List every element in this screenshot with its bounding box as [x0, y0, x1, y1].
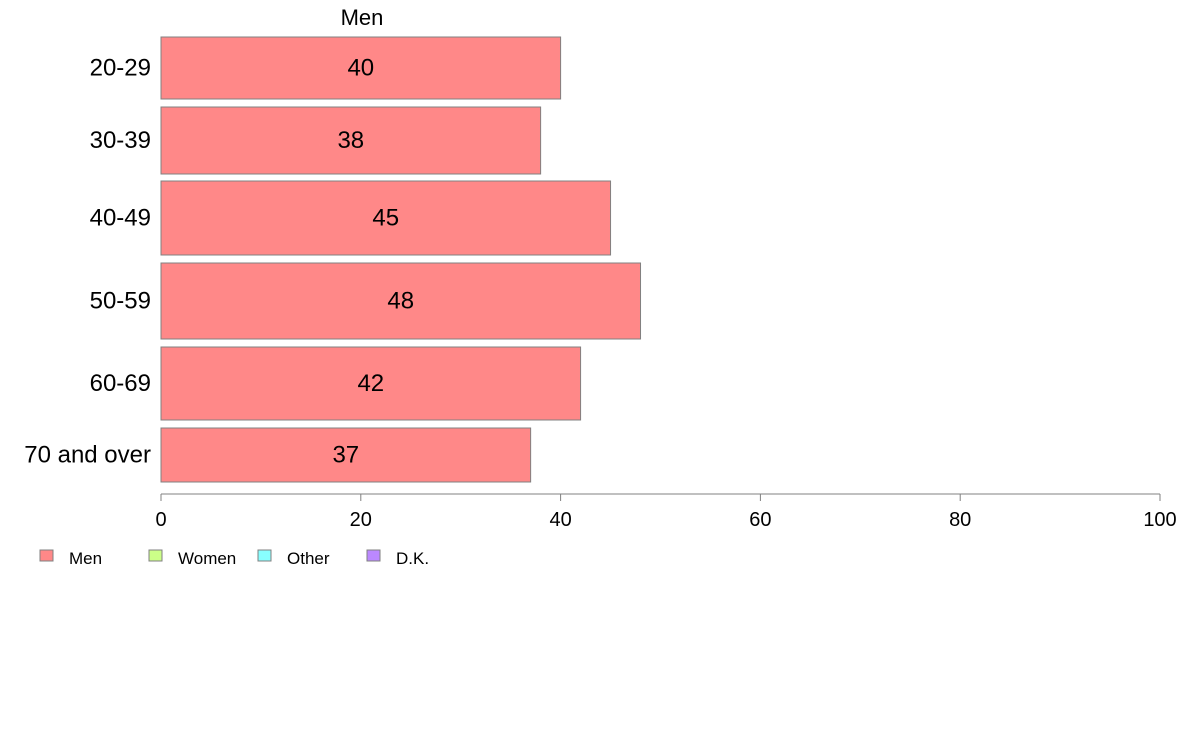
bars-layer: 40 38 45 48 42 37 [160, 36, 642, 483]
legend: Men Women Other D.K. [39, 549, 429, 568]
category-label: 50-59 [90, 288, 151, 315]
category-label: 70 and over [24, 442, 151, 469]
bar-value-label: 45 [372, 205, 399, 232]
legend-swatch [366, 549, 381, 562]
legend-label: Other [287, 549, 330, 568]
bar [160, 262, 642, 340]
chart-title: Men [341, 5, 384, 30]
bar-value-label: 40 [347, 55, 374, 82]
category-label: 40-49 [90, 205, 151, 232]
bar-value-label: 48 [387, 288, 414, 315]
bar [160, 106, 542, 175]
legend-swatch [148, 549, 163, 562]
bar [160, 346, 582, 421]
category-label: 30-39 [90, 127, 151, 154]
category-labels: 20-29 30-39 40-49 50-59 60-69 70 and over [24, 55, 151, 469]
bar-value-label: 37 [332, 442, 359, 469]
bar [160, 427, 532, 483]
x-axis: 0 20 40 60 80 100 [155, 493, 1177, 531]
x-tick-label: 60 [749, 509, 771, 531]
x-tick-label: 80 [949, 509, 971, 531]
category-label: 20-29 [90, 55, 151, 82]
bar-value-label: 42 [357, 370, 384, 397]
bar [160, 180, 612, 256]
legend-swatch [39, 549, 54, 562]
bar [160, 36, 562, 100]
legend-label: Men [69, 549, 102, 568]
x-tick-label: 0 [155, 509, 166, 531]
category-label: 60-69 [90, 370, 151, 397]
x-tick-label: 100 [1143, 509, 1176, 531]
legend-swatch [257, 549, 272, 562]
legend-label: Women [178, 549, 236, 568]
legend-label: D.K. [396, 549, 429, 568]
x-tick-label: 20 [350, 509, 372, 531]
bar-value-label: 38 [337, 127, 364, 154]
x-tick-label: 40 [549, 509, 571, 531]
